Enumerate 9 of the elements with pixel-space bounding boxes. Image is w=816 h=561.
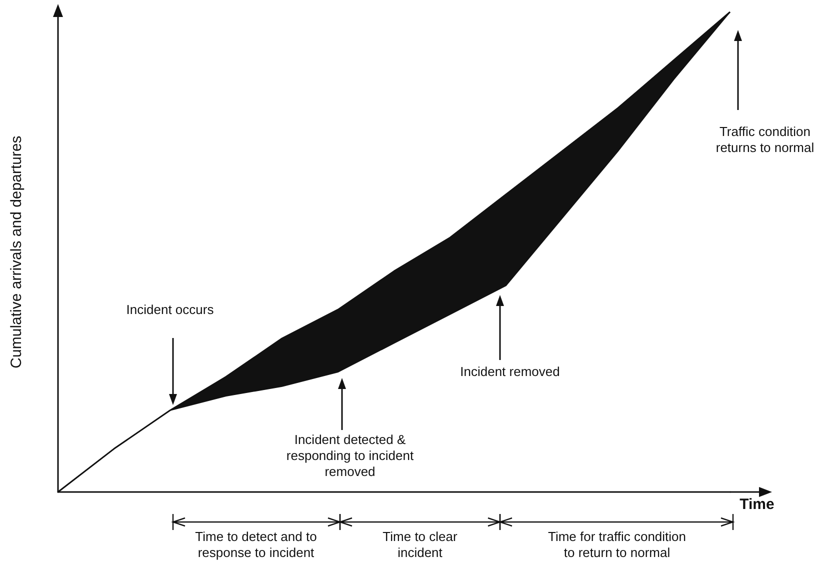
annotation: Incident detected & responding to incident removed: [286, 432, 414, 480]
text: Time to clear incident: [382, 529, 458, 561]
text: Time for traffic condition to return to normal: [548, 529, 686, 561]
annotation: Incident removed: [460, 364, 560, 380]
x-axis-title: Time: [740, 496, 774, 513]
y-axis-title: Cumulative arrivals and departures: [8, 136, 25, 368]
annotation: Traffic condition returns to normal: [716, 124, 814, 156]
text: Time to detect and to response to incident: [195, 529, 317, 561]
annotation: Incident occurs: [126, 302, 214, 318]
